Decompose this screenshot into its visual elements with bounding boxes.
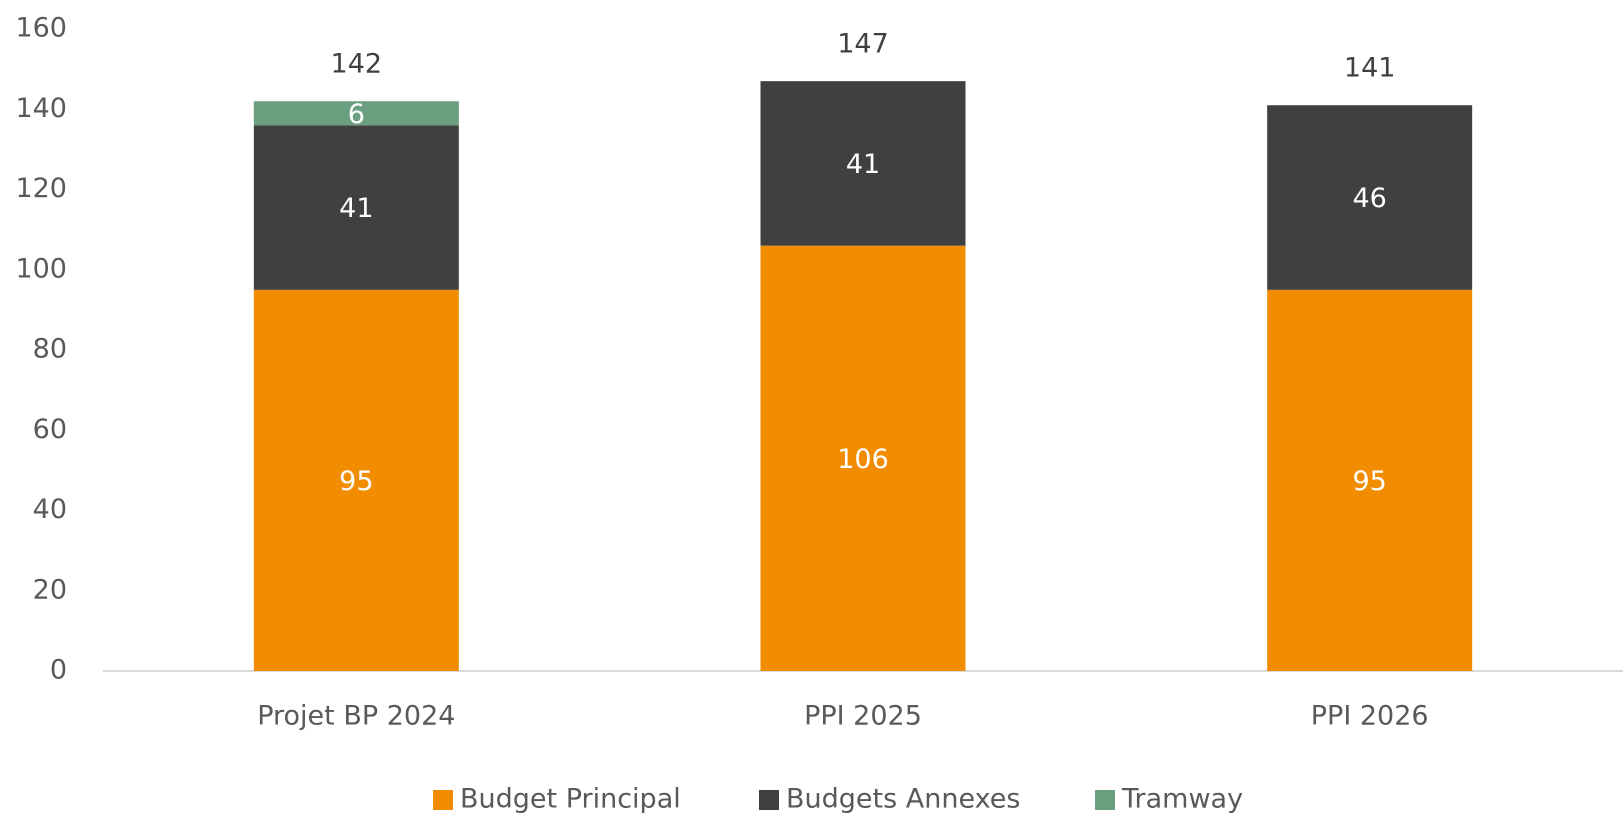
legend-swatch [1095,790,1115,810]
total-label: 147 [837,29,889,60]
y-tick-label: 100 [15,253,67,284]
bar-segment [760,245,966,672]
x-tick-label: Projet BP 2024 [257,701,455,732]
data-label: 106 [837,444,889,475]
legend-label: Budgets Annexes [786,784,1020,815]
legend-label: Budget Principal [460,784,681,815]
y-tick-label: 120 [15,173,67,204]
y-tick-label: 60 [33,414,67,445]
legend-swatch [433,790,453,810]
data-label: 95 [1352,466,1386,497]
x-tick-label: PPI 2025 [804,701,922,732]
data-label: 41 [846,149,880,180]
bar-segment [1267,105,1473,290]
legend-swatch [759,790,779,810]
data-label: 95 [339,466,373,497]
y-tick-label: 140 [15,93,67,124]
bar-segment [1267,289,1473,671]
y-tick-label: 40 [33,494,67,525]
data-label: 41 [339,193,373,224]
legend-label: Tramway [1121,784,1243,815]
y-tick-label: 80 [33,334,67,365]
total-label: 141 [1344,53,1396,84]
bar-segment [253,101,459,126]
y-tick-label: 160 [15,13,67,44]
x-tick-label: PPI 2026 [1311,701,1429,732]
y-tick-label: 0 [50,655,67,686]
data-label: 46 [1352,183,1386,214]
bar-segment [253,289,459,671]
data-label: 6 [348,99,365,130]
bar-segment [253,125,459,290]
total-label: 142 [331,49,383,80]
y-tick-label: 20 [33,574,67,605]
bar-segment [760,81,966,246]
